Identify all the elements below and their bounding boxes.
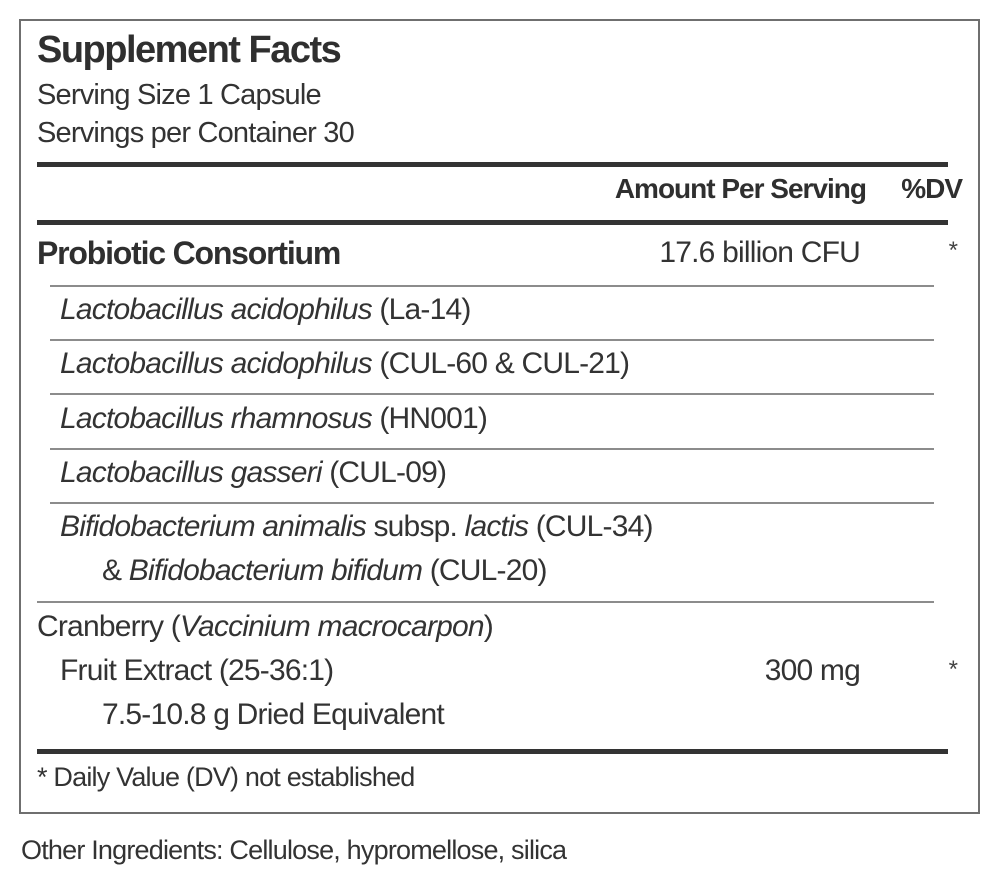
divider-thin bbox=[50, 502, 934, 504]
cranberry-line-1: Cranberry (Vaccinium macrocarpon) bbox=[37, 610, 494, 644]
strain-row: Lactobacillus gasseri (CUL-09) bbox=[60, 456, 447, 490]
bifido-line-2: & Bifidobacterium bifidum (CUL-20) bbox=[102, 554, 547, 588]
probiotic-amount: 17.6 billion CFU bbox=[659, 236, 860, 269]
cranberry-name: Cranberry ( bbox=[37, 610, 181, 643]
strain-code: (HN001) bbox=[371, 402, 488, 435]
supplement-facts-panel: Supplement Facts Serving Size 1 Capsule … bbox=[19, 19, 980, 814]
strain-row: Lactobacillus rhamnosus (HN001) bbox=[60, 402, 488, 436]
divider-thin bbox=[37, 601, 934, 603]
bifido-code-a: (CUL-34) bbox=[528, 510, 654, 543]
cranberry-dv: * bbox=[948, 656, 958, 683]
divider-thick-top bbox=[37, 162, 948, 167]
bifido-ampersand: & bbox=[102, 554, 129, 587]
servings-per-container: Servings per Container 30 bbox=[37, 117, 355, 149]
divider-thin bbox=[50, 339, 934, 341]
bifido-subspecies: lactis bbox=[464, 510, 529, 543]
divider-thick-bottom bbox=[37, 749, 948, 754]
strain-code: (CUL-09) bbox=[321, 456, 447, 489]
strain-species: Lactobacillus acidophilus bbox=[60, 293, 373, 326]
dv-footnote: * Daily Value (DV) not established bbox=[37, 762, 415, 792]
strain-code: (La-14) bbox=[371, 293, 471, 326]
probiotic-name: Probiotic Consortium bbox=[37, 235, 341, 271]
bifido-code-b: (CUL-20) bbox=[422, 554, 548, 587]
divider-thin bbox=[50, 448, 934, 450]
serving-size: Serving Size 1 Capsule bbox=[37, 79, 322, 111]
probiotic-dv: * bbox=[948, 237, 958, 264]
strain-species: Lactobacillus rhamnosus bbox=[60, 402, 373, 435]
column-header-amount: Amount Per Serving bbox=[614, 173, 867, 204]
other-ingredients: Other Ingredients: Cellulose, hypromello… bbox=[21, 835, 567, 865]
cranberry-paren: ) bbox=[483, 610, 494, 643]
strain-row: Lactobacillus acidophilus (CUL-60 & CUL-… bbox=[60, 347, 630, 381]
cranberry-line-2: Fruit Extract (25-36:1) bbox=[60, 654, 334, 687]
divider-thin bbox=[50, 285, 934, 287]
strain-species: Lactobacillus gasseri bbox=[60, 456, 322, 489]
divider-thin bbox=[50, 393, 934, 395]
cranberry-line-3: 7.5-10.8 g Dried Equivalent bbox=[102, 698, 445, 731]
strain-row: Lactobacillus acidophilus (La-14) bbox=[60, 293, 471, 327]
divider-thick-header bbox=[37, 220, 948, 225]
strain-code: (CUL-60 & CUL-21) bbox=[371, 347, 630, 380]
cranberry-amount: 300 mg bbox=[764, 654, 861, 687]
strain-species: Lactobacillus acidophilus bbox=[60, 347, 373, 380]
bifido-species-b: Bifidobacterium bifidum bbox=[128, 554, 423, 587]
bifido-line-1: Bifidobacterium animalis subsp. lactis (… bbox=[60, 510, 653, 544]
bifido-species-a: Bifidobacterium animalis bbox=[60, 510, 367, 543]
panel-title: Supplement Facts bbox=[37, 29, 342, 71]
cranberry-species: Vaccinium macrocarpon bbox=[179, 610, 485, 643]
column-header-dv: %DV bbox=[901, 173, 963, 204]
bifido-subsp: subsp. bbox=[365, 510, 465, 543]
